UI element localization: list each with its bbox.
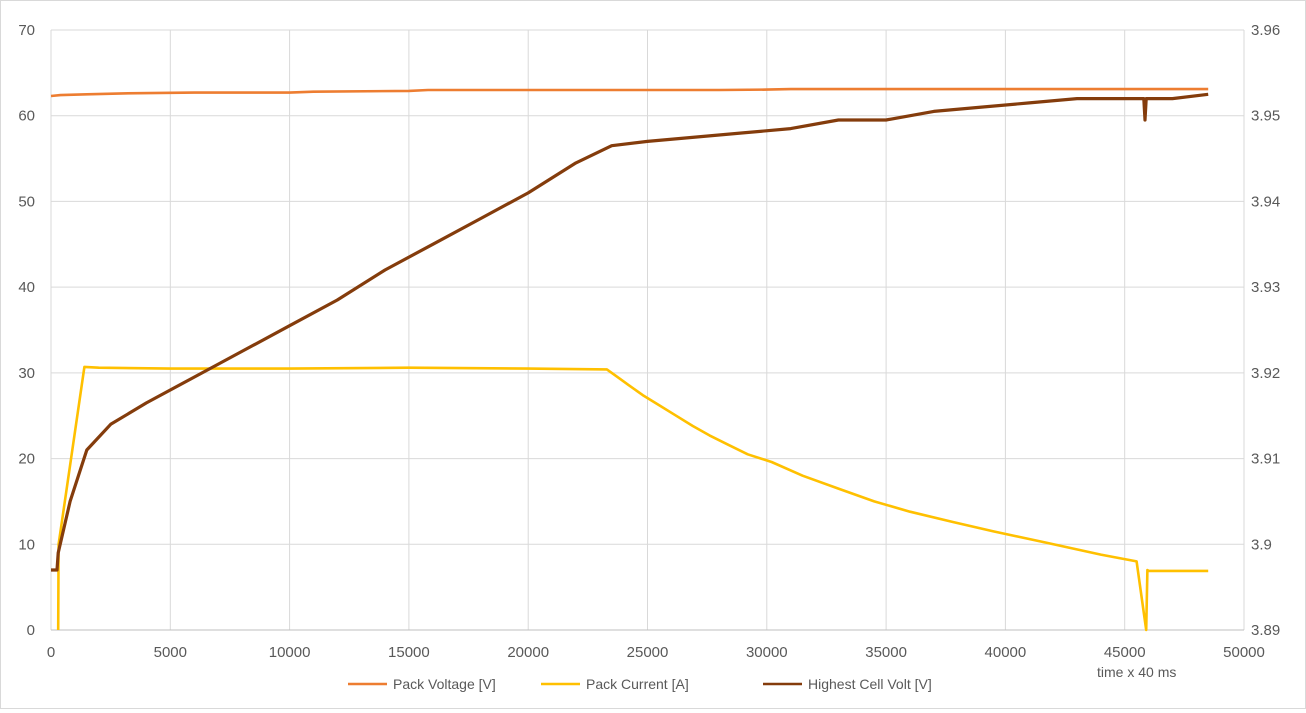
x-tick-label: 25000 bbox=[627, 644, 669, 661]
y-tick-label: 70 bbox=[18, 22, 35, 39]
legend-label: Pack Voltage [V] bbox=[393, 676, 496, 692]
y-tick-label: 10 bbox=[18, 536, 35, 553]
legend-label: Highest Cell Volt [V] bbox=[808, 676, 932, 692]
x-tick-label: 10000 bbox=[269, 644, 311, 661]
x-tick-label: 5000 bbox=[154, 644, 187, 661]
series-line bbox=[56, 365, 1209, 632]
x-tick-label: 35000 bbox=[865, 644, 907, 661]
y2-tick-label: 3.92 bbox=[1251, 365, 1280, 382]
x-tick-label: 0 bbox=[47, 644, 55, 661]
legend: Pack Voltage [V] Pack Current [A] Highest … bbox=[348, 676, 932, 692]
y2-tick-label: 3.93 bbox=[1251, 279, 1280, 296]
y-tick-label: 20 bbox=[18, 451, 35, 468]
y2-tick-label: 3.9 bbox=[1251, 536, 1272, 553]
grid-lines bbox=[50, 29, 1245, 631]
x-tick-label: 20000 bbox=[507, 644, 549, 661]
x-tick-label: 15000 bbox=[388, 644, 430, 661]
y2-tick-label: 3.96 bbox=[1251, 22, 1280, 39]
legend-label: Pack Current [A] bbox=[586, 676, 689, 692]
tick-labels: 0 5000 10000 15000 20000 25000 30000 35000 40000… bbox=[18, 22, 1280, 661]
y2-tick-label: 3.89 bbox=[1251, 622, 1280, 639]
x-tick-label: 40000 bbox=[985, 644, 1027, 661]
series-line bbox=[50, 87, 1209, 98]
x-tick-label: 30000 bbox=[746, 644, 788, 661]
y2-tick-label: 3.95 bbox=[1251, 108, 1280, 125]
y-tick-label: 0 bbox=[27, 622, 35, 639]
y2-tick-label: 3.91 bbox=[1251, 451, 1280, 468]
x-tick-label: 50000 bbox=[1223, 644, 1265, 661]
y-tick-label: 60 bbox=[18, 108, 35, 125]
x-tick-label: 45000 bbox=[1104, 644, 1146, 661]
y-tick-label: 40 bbox=[18, 279, 35, 296]
x-axis-label: time x 40 ms bbox=[1097, 664, 1176, 680]
y2-tick-label: 3.94 bbox=[1251, 193, 1280, 210]
y-tick-label: 50 bbox=[18, 193, 35, 210]
y-tick-label: 30 bbox=[18, 365, 35, 382]
series-line bbox=[51, 92, 1209, 572]
plot-area bbox=[50, 87, 1209, 632]
